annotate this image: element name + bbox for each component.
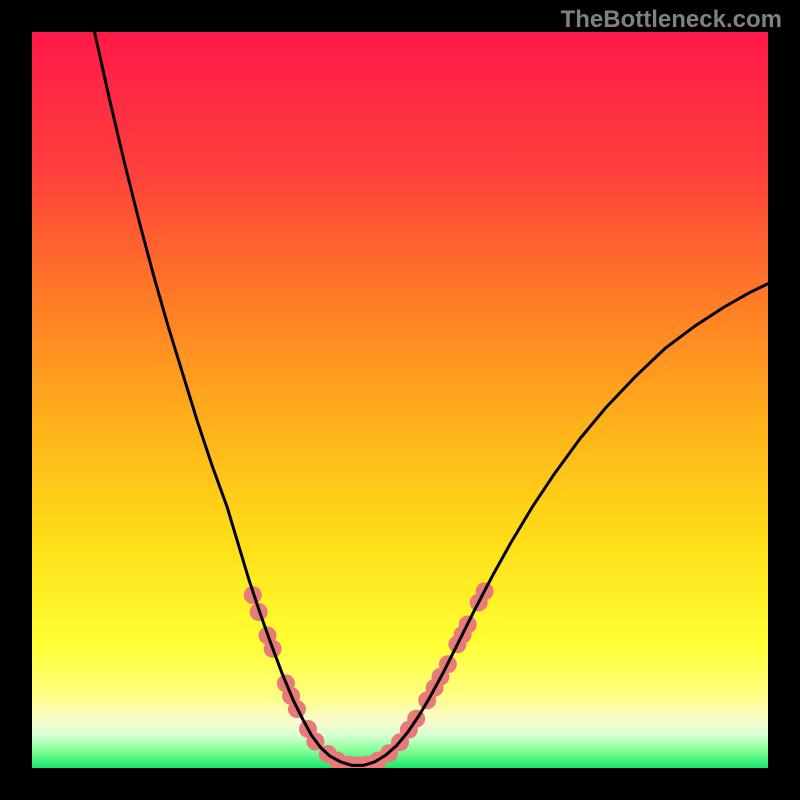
watermark-text: TheBottleneck.com: [561, 6, 782, 34]
chart-container: TheBottleneck.com: [0, 0, 800, 800]
plot-area: [32, 32, 768, 768]
bottleneck-curve-chart: [32, 32, 768, 768]
gradient-background: [32, 32, 768, 768]
